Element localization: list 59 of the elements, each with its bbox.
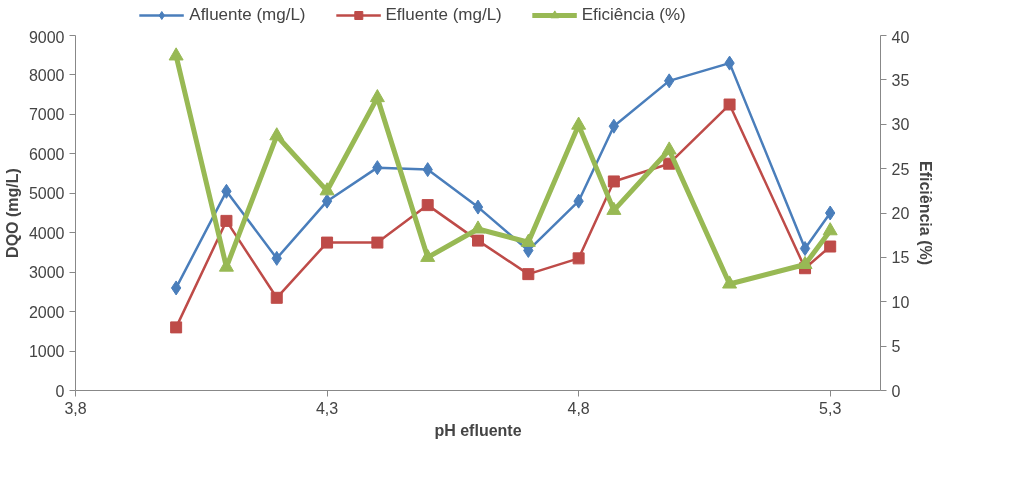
y2-tick-label: 10 [891, 293, 910, 311]
y-tick-label: 1000 [28, 343, 65, 361]
point [421, 199, 434, 212]
point [270, 291, 283, 304]
point [168, 47, 184, 61]
x-tick-label: 3,8 [64, 399, 87, 417]
legend-label: Eficiência (%) [581, 5, 686, 25]
y-tick-label: 0 [55, 382, 65, 400]
point [522, 268, 535, 281]
y2-tick-label: 20 [891, 205, 910, 222]
y2-tick-label: 15 [891, 249, 910, 267]
y2-tick-label: 5 [891, 338, 901, 356]
y-tick-label: 2000 [28, 303, 65, 321]
point [799, 241, 811, 256]
y-tick-label: 6000 [28, 145, 65, 163]
y2-tick-label: 30 [891, 116, 910, 134]
y2-tick-label: 35 [891, 71, 910, 89]
point [369, 89, 385, 103]
x-axis-title: pH efluente [434, 421, 522, 439]
point [371, 236, 384, 249]
point [797, 255, 813, 270]
point [321, 236, 334, 249]
y-tick-label: 4000 [28, 224, 65, 242]
y-tick-label: 7000 [28, 106, 65, 124]
y-axis-title: DQO (mg/L) [3, 168, 21, 258]
point [472, 234, 484, 247]
point [170, 280, 182, 296]
point [723, 98, 736, 111]
y2-tick-label: 25 [891, 160, 910, 178]
y-tick-label: 9000 [28, 28, 65, 46]
y-tick-label: 5000 [28, 185, 65, 203]
point [607, 175, 620, 188]
point [470, 220, 486, 234]
point [571, 116, 587, 130]
legend-label: Afluente (mg/L) [189, 5, 306, 25]
point [170, 321, 183, 334]
point [472, 199, 484, 215]
x-tick-label: 4,8 [567, 399, 590, 417]
x-tick-label: 5,3 [819, 399, 842, 417]
legend-label: Efluente (mg/L) [385, 5, 502, 25]
y2-tick-label: 40 [891, 28, 910, 46]
point [420, 248, 436, 262]
point [822, 222, 838, 236]
point [220, 214, 233, 227]
x-tick-label: 4,3 [315, 399, 339, 417]
point [319, 182, 335, 196]
point [824, 240, 837, 253]
point [661, 141, 677, 155]
y-tick-label: 3000 [28, 264, 65, 282]
point [606, 201, 622, 215]
point [269, 127, 285, 141]
y-tick-label: 8000 [28, 66, 65, 84]
point [321, 193, 333, 209]
point [520, 233, 536, 247]
point [722, 275, 738, 289]
y2-axis-title: Eficiência (%) [917, 160, 935, 266]
point [608, 118, 620, 134]
point [572, 252, 585, 265]
y2-tick-label: 0 [891, 382, 901, 400]
